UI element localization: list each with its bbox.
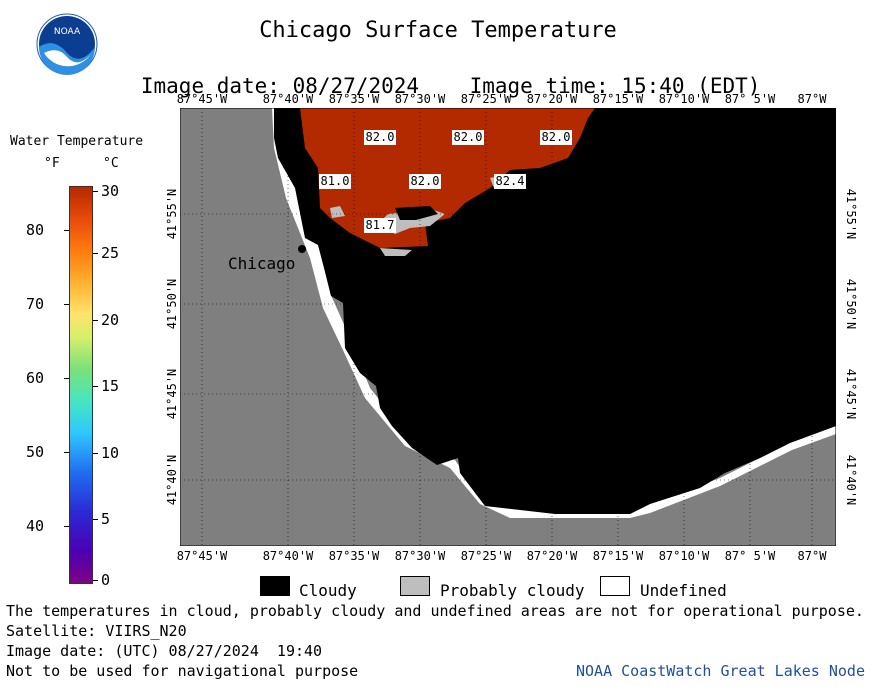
f-tick-mark: [64, 230, 69, 231]
temp-label: 81.0: [321, 174, 350, 188]
legend-cloudy-swatch: [260, 576, 290, 596]
lon-label: 87°30'W: [394, 549, 446, 563]
temp-label-bg: [364, 130, 396, 145]
scale-title: Water Temperature: [10, 134, 144, 149]
temp-label-bg: [540, 130, 572, 145]
lon-label: 87°40'W: [262, 549, 314, 563]
f-tick-mark: [64, 452, 69, 453]
temp-label: 82.0: [411, 174, 440, 188]
temp-label-bg: [364, 218, 396, 233]
c-tick-mark: [93, 519, 98, 520]
lon-label: 87°W: [797, 92, 827, 106]
lon-label: 87°45'W: [176, 549, 228, 563]
legend-undefined-swatch: [600, 576, 630, 596]
lon-label: 87°15'W: [592, 549, 644, 563]
lat-label: 41°40'N: [165, 454, 179, 506]
legend-probably-cloudy-label: Probably cloudy: [440, 581, 585, 600]
lon-label: 87° 5'W: [724, 549, 776, 563]
c-tick-label: 5: [101, 510, 111, 528]
lon-label: 87°10'W: [658, 549, 710, 563]
lon-label: 87°30'W: [394, 92, 446, 106]
map-title: Chicago Surface Temperature: [259, 18, 617, 43]
c-tick-mark: [93, 453, 98, 454]
c-tick-label: 20: [101, 311, 120, 329]
c-tick-mark: [93, 386, 98, 387]
c-tick-label: 30: [101, 182, 120, 200]
unit-celsius: °C: [103, 156, 119, 171]
image-time: Image time: 15:40 (EDT): [469, 74, 761, 98]
c-tick-label: 25: [101, 244, 120, 262]
chicago-label: Chicago: [228, 254, 295, 273]
legend-cloudy-label: Cloudy: [299, 581, 357, 600]
c-tick-mark: [93, 253, 98, 254]
f-tick-label: 40: [25, 517, 44, 535]
f-tick-mark: [64, 526, 69, 527]
image-date: Image date: 08/27/2024: [140, 74, 420, 98]
lon-label: 87°20'W: [526, 549, 578, 563]
f-tick-label: 50: [25, 443, 44, 461]
temp-label: 82.0: [366, 130, 395, 144]
lon-label: 87°25'W: [460, 92, 512, 106]
f-tick-mark: [64, 304, 69, 305]
lon-label: 87°35'W: [328, 92, 380, 106]
lat-label: 41°50'N: [844, 278, 858, 330]
lon-label: 87°25'W: [460, 549, 512, 563]
f-tick-label: 70: [25, 295, 44, 313]
lon-label: 87°20'W: [526, 92, 578, 106]
lat-label: 41°50'N: [165, 278, 179, 330]
lon-label: 87°15'W: [592, 92, 644, 106]
lat-label: 41°45'N: [165, 368, 179, 420]
color-scale-bar: [69, 186, 93, 584]
c-tick-mark: [93, 580, 98, 581]
lat-label: 41°40'N: [844, 454, 858, 506]
legend-probably-cloudy-swatch: [400, 576, 430, 596]
lon-label: 87°10'W: [658, 92, 710, 106]
unit-fahrenheit: °F: [44, 156, 60, 171]
chicago-marker-icon: [298, 245, 306, 253]
logo-text: NOAA: [54, 27, 81, 37]
f-tick-mark: [64, 378, 69, 379]
footer-credit: NOAA CoastWatch Great Lakes Node: [576, 662, 865, 680]
lat-label: 41°45'N: [844, 368, 858, 420]
footer-note: The temperatures in cloud, probably clou…: [6, 602, 864, 620]
image-date-time: Image date: 08/27/2024 Image time: 15:40…: [0, 50, 876, 98]
temperature-map: 82.0 82.0 82.0 81.0 82.0 82.4 81.7 Chicago: [180, 108, 836, 546]
c-tick-label: 0: [101, 571, 111, 589]
c-tick-label: 10: [101, 444, 120, 462]
temp-labels: 82.0 82.0 82.0 81.0 82.0 82.4 81.7: [319, 130, 572, 233]
lat-label: 41°55'N: [844, 188, 858, 240]
temp-label: 82.0: [454, 130, 483, 144]
lon-label: 87°35'W: [328, 549, 380, 563]
footer-nav-warning: Not to be used for navigational purpose: [6, 662, 359, 680]
temp-label-bg: [319, 174, 351, 189]
lon-label: 87° 5'W: [724, 92, 776, 106]
cloud-blob: [395, 206, 438, 220]
c-tick-label: 15: [101, 377, 120, 395]
lat-label: 41°55'N: [165, 188, 179, 240]
f-tick-label: 60: [25, 369, 44, 387]
temp-label: 81.7: [366, 218, 395, 232]
temp-label-bg: [494, 174, 526, 189]
legend-undefined-label: Undefined: [640, 581, 727, 600]
f-tick-label: 80: [25, 221, 44, 239]
temp-label: 82.4: [496, 174, 525, 188]
c-tick-mark: [93, 191, 98, 192]
temp-label-bg: [452, 130, 484, 145]
graticule: [180, 108, 836, 546]
lon-label: 87°45'W: [176, 92, 228, 106]
footer-satellite: Satellite: VIIRS_N20: [6, 622, 187, 640]
temp-label-bg: [409, 174, 441, 189]
lon-label: 87°W: [797, 549, 827, 563]
footer-utc-date: Image date: (UTC) 08/27/2024 19:40: [6, 642, 323, 660]
temp-label: 82.0: [542, 130, 571, 144]
noaa-logo-icon: NOAA: [36, 13, 98, 75]
c-tick-mark: [93, 320, 98, 321]
lon-label: 87°40'W: [262, 92, 314, 106]
